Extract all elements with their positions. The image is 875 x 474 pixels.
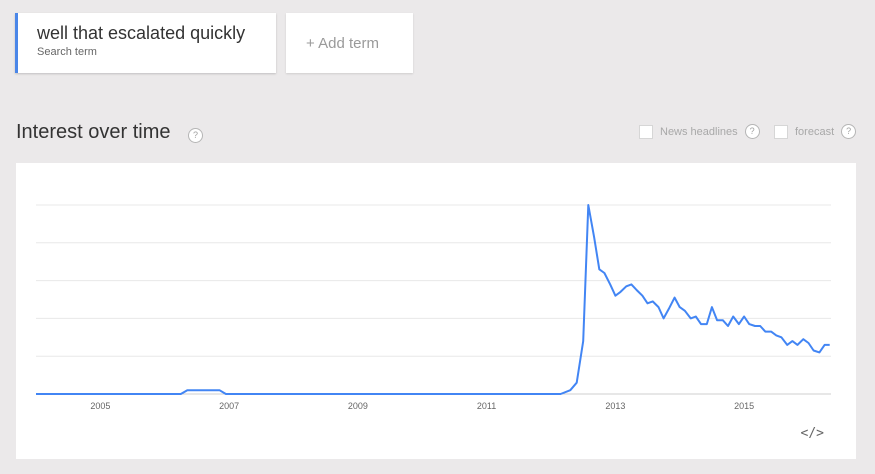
search-term-card[interactable]: well that escalated quickly Search term: [15, 13, 276, 73]
interest-over-time-chart: 2005 2007 2009 2011 2013 2015 </>: [16, 163, 856, 459]
news-headlines-label: News headlines: [660, 125, 738, 138]
news-headlines-checkbox[interactable]: [639, 124, 653, 139]
x-tick-label: 2015: [734, 401, 754, 411]
embed-code-icon[interactable]: </>: [800, 426, 824, 441]
chart-x-ticks: 2005 2007 2009 2011 2013 2015: [90, 401, 754, 411]
series-line: [36, 204, 830, 395]
x-tick-label: 2011: [477, 401, 496, 411]
x-tick-label: 2009: [348, 401, 368, 411]
x-tick-label: 2013: [605, 401, 625, 411]
help-icon[interactable]: ?: [188, 128, 203, 143]
news-help-icon[interactable]: ?: [744, 124, 760, 139]
forecast-checkbox[interactable]: [774, 124, 788, 139]
chart-lines: [36, 204, 830, 395]
chart-svg: 2005 2007 2009 2011 2013 2015: [36, 204, 831, 411]
x-tick-label: 2007: [219, 401, 239, 411]
chart-grid: [36, 204, 831, 395]
section-title: Interest over time: [16, 121, 171, 143]
forecast-label: forecast: [795, 125, 835, 138]
search-term-text[interactable]: well that escalated quickly: [37, 23, 246, 43]
search-term-sublabel: Search term: [37, 46, 97, 58]
forecast-option[interactable]: forecast ?: [774, 124, 857, 139]
add-term-button[interactable]: + Add term: [286, 13, 413, 73]
add-term-label: + Add term: [306, 35, 379, 52]
x-tick-label: 2005: [90, 401, 110, 411]
forecast-help-icon[interactable]: ?: [841, 124, 857, 139]
news-headlines-option[interactable]: News headlines ?: [639, 124, 760, 139]
